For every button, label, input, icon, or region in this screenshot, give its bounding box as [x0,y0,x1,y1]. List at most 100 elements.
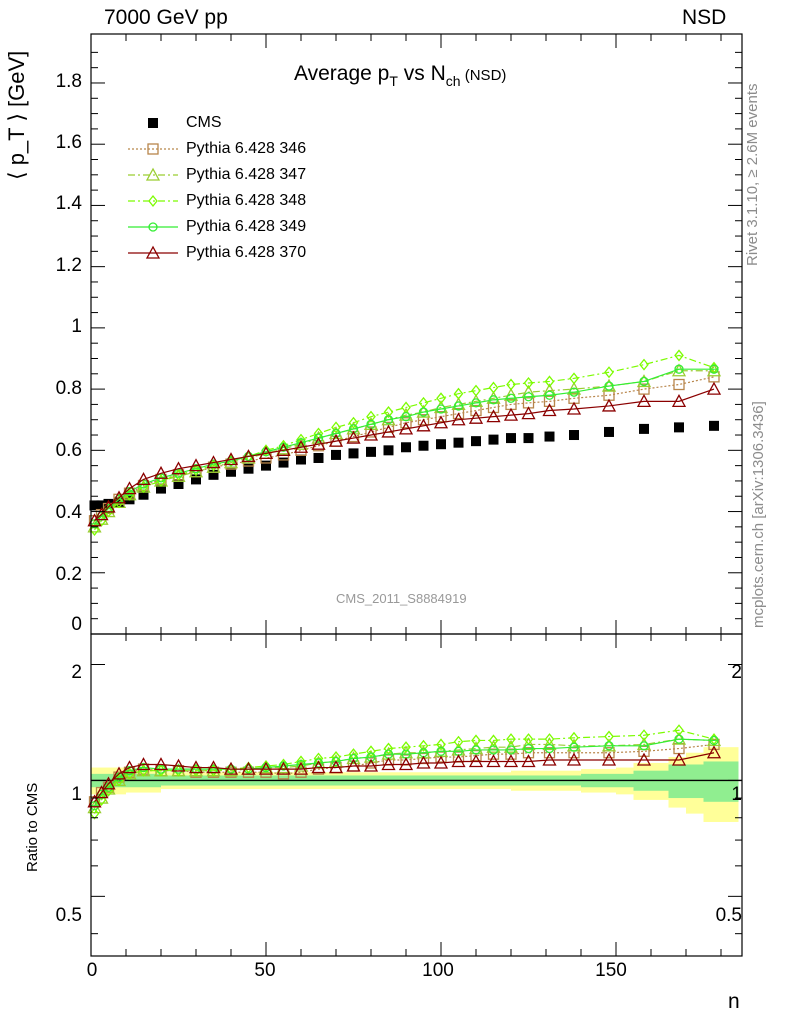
mcplots-label: mcplots.cern.ch [arXiv:1306.3436] [750,401,767,628]
main-point-pythia-6-428-370 [171,461,186,475]
main-point-cms [383,445,394,456]
legend-label-cms: CMS [186,114,222,131]
main-point-cms [243,463,254,474]
main-point-pythia-6-428-370 [276,442,291,456]
main-point-pythia-6-428-370 [398,421,414,435]
main-point-pythia-6-428-347 [706,363,722,377]
ratio-point-pythia-6-428-348 [89,807,100,820]
main-point-pythia-6-428-348 [506,378,516,391]
main-point-pythia-6-428-348 [436,392,446,405]
legend-label-349: Pythia 6.428 349 [186,218,307,235]
main-point-pythia-6-428-346 [102,502,115,515]
main-point-pythia-6-428-370 [451,412,466,426]
legend-marker-cms [148,118,158,128]
main-point-cms [96,500,107,511]
main-point-cms [544,431,555,442]
main-point-pythia-6-428-370 [241,449,256,463]
main-point-pythia-6-428-346 [543,395,556,407]
ratio-point-pythia-6-428-370 [416,755,431,769]
ratio-point-pythia-6-428-370 [706,745,722,759]
main-point-cms [261,460,271,471]
ratio-point-pythia-6-428-348 [506,733,516,746]
main-point-pythia-6-428-370 [188,458,204,472]
analysis-tag: CMS_2011_S8884919 [336,591,467,606]
ratio-y-tick-label: 2 [71,662,82,683]
main-point-cms [604,426,614,437]
ratio-panel-frame [90,633,743,957]
main-point-pythia-6-428-347 [503,387,519,401]
main-point-pythia-6-428-348 [89,523,100,536]
ratio-point-pythia-6-428-346 [603,747,615,759]
ratio-point-pythia-6-428-348 [296,755,306,768]
ratio-point-pythia-6-428-347 [542,737,557,751]
legend-label-348: Pythia 6.428 348 [186,192,307,209]
ratio-point-pythia-6-428-370 [566,752,582,766]
main-point-pythia-6-428-370 [416,418,431,432]
main-point-cms [674,422,684,433]
legend-marker-pythia-6-428-346 [147,143,159,155]
main-point-cms [296,454,306,465]
main-point-cms [226,466,236,477]
main-point-pythia-6-428-370 [122,481,137,495]
main-point-pythia-6-428-370 [136,472,151,486]
main-point-cms [453,437,464,448]
ratio-point-pythia-6-428-370 [258,761,274,775]
ratio-point-pythia-6-428-370 [311,760,326,774]
ratio-series-line-pythia-6-428-349 [93,738,715,806]
ratio-point-pythia-6-428-370 [171,758,186,772]
main-point-pythia-6-428-370 [486,409,501,423]
main-point-pythia-6-428-370 [111,490,127,504]
main-y-tick-label: 0.4 [55,502,82,523]
ratio-y-tick-label-right: 2 [731,662,742,683]
plot-title: Average pT vs Nch (NSD) [294,62,506,89]
ratio-point-pythia-6-428-370 [542,752,557,766]
x-axis-title: n [728,990,740,1013]
ratio-series-line-pythia-6-428-346 [94,743,715,803]
collision-label: 7000 GeV pp [104,6,228,29]
x-tick-label: 150 [595,960,627,981]
main-point-pythia-6-428-348 [383,406,394,419]
ratio-series-line-pythia-6-428-370 [94,752,715,803]
main-point-pythia-6-428-370 [223,452,239,466]
main-point-cms [401,442,411,453]
ratio-point-pythia-6-428-370 [223,761,239,775]
main-point-pythia-6-428-348 [523,376,534,390]
title-mid: vs N [397,62,446,85]
main-point-cms [523,433,534,444]
main-point-pythia-6-428-370 [433,415,449,429]
main-point-pythia-6-428-370 [671,393,687,407]
ratio-point-pythia-6-428-370 [328,760,344,774]
ratio-point-pythia-6-428-370 [521,754,536,768]
ratio-point-pythia-6-428-370 [636,752,652,766]
main-y-tick-label: 0.8 [55,378,82,399]
main-point-cms [156,483,166,494]
main-point-cms [709,420,719,431]
ratio-point-pythia-6-428-370 [363,758,379,772]
main-point-cms [331,449,341,460]
main-point-pythia-6-428-348 [639,358,649,371]
main-point-cms [366,446,376,457]
main-point-pythia-6-428-370 [542,403,557,417]
ratio-point-pythia-6-428-370 [206,760,221,774]
main-point-pythia-6-428-348 [488,381,499,394]
main-point-pythia-6-428-370 [468,410,484,424]
title-tail: (NSD) [460,67,507,84]
main-point-pythia-6-428-346 [400,417,412,429]
main-point-pythia-6-428-370 [258,446,274,460]
main-point-pythia-6-428-348 [569,372,579,385]
ratio-point-pythia-6-428-370 [346,758,361,772]
main-point-pythia-6-428-370 [381,424,396,438]
main-point-pythia-6-428-370 [636,393,652,407]
ratio-y-tick-label-right: 0.5 [715,905,742,926]
main-y-tick-label: 1.6 [55,132,82,153]
main-y-tick-label: 1.4 [55,193,82,214]
main-point-pythia-6-428-346 [417,414,430,426]
process-label: NSD [682,6,727,29]
rivet-version-label: Rivet 3.1.10, ≥ 2.6M events [744,83,761,267]
main-point-pythia-6-428-370 [293,439,309,453]
ratio-point-pythia-6-428-370 [601,752,617,766]
main-point-cms [436,439,446,450]
title-sub-t: T [389,73,398,89]
main-point-cms [506,433,516,444]
